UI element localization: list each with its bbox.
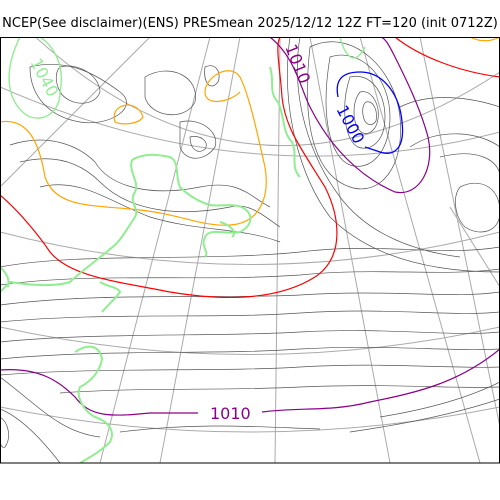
label-1040: 1040: [26, 55, 62, 100]
label-1010-bottom: 1010: [210, 404, 251, 423]
contour-1020: [0, 37, 500, 299]
isobars: [0, 37, 500, 463]
weather-map: 1040 1010 1000 1010: [0, 37, 500, 464]
contour-1000: [336, 71, 404, 154]
chart-title: NCEP(See disclaimer)(ENS) PRESmean 2025/…: [2, 16, 498, 31]
graticule: [0, 37, 500, 463]
contour-labels: 1040 1010 1000 1010: [26, 41, 368, 423]
contour-1010: [0, 37, 500, 416]
label-1010-top: 1010: [281, 41, 314, 86]
contour-1040: [8, 37, 366, 119]
coastline: [0, 66, 301, 463]
contour-1030: [0, 37, 500, 226]
